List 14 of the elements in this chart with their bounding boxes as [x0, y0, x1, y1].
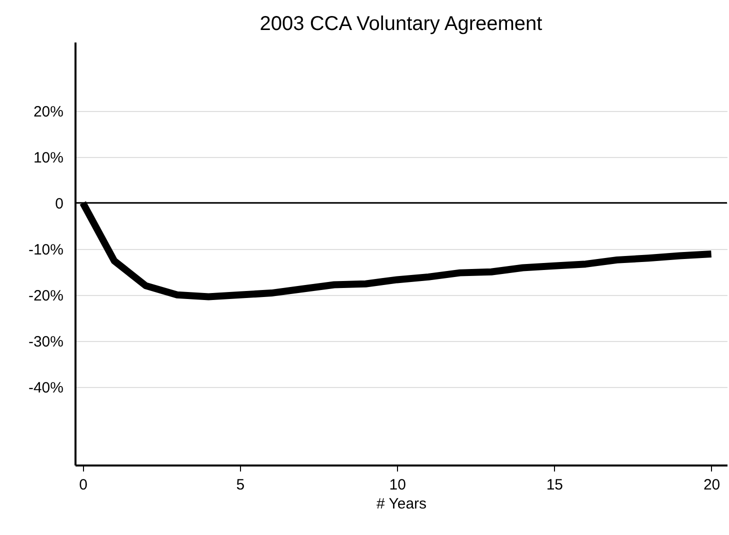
y-tick-label: -20% — [28, 287, 64, 304]
y-tick-label: 20% — [33, 103, 64, 120]
x-tick-label: 5 — [236, 476, 245, 494]
x-tick-label: 15 — [546, 476, 564, 494]
y-tick-label: -30% — [28, 333, 64, 350]
y-tick-label: -40% — [28, 379, 64, 396]
x-tick-label: 0 — [79, 476, 88, 494]
x-tick-label: 20 — [703, 476, 720, 494]
y-tick-label: -10% — [28, 241, 64, 258]
chart-title: 2003 CCA Voluntary Agreement — [260, 13, 543, 35]
y-tick-label: 0 — [55, 195, 64, 212]
y-tick-label: 10% — [33, 149, 64, 166]
x-tick-label: 10 — [389, 476, 406, 494]
x-axis-title: # Years — [376, 496, 427, 512]
